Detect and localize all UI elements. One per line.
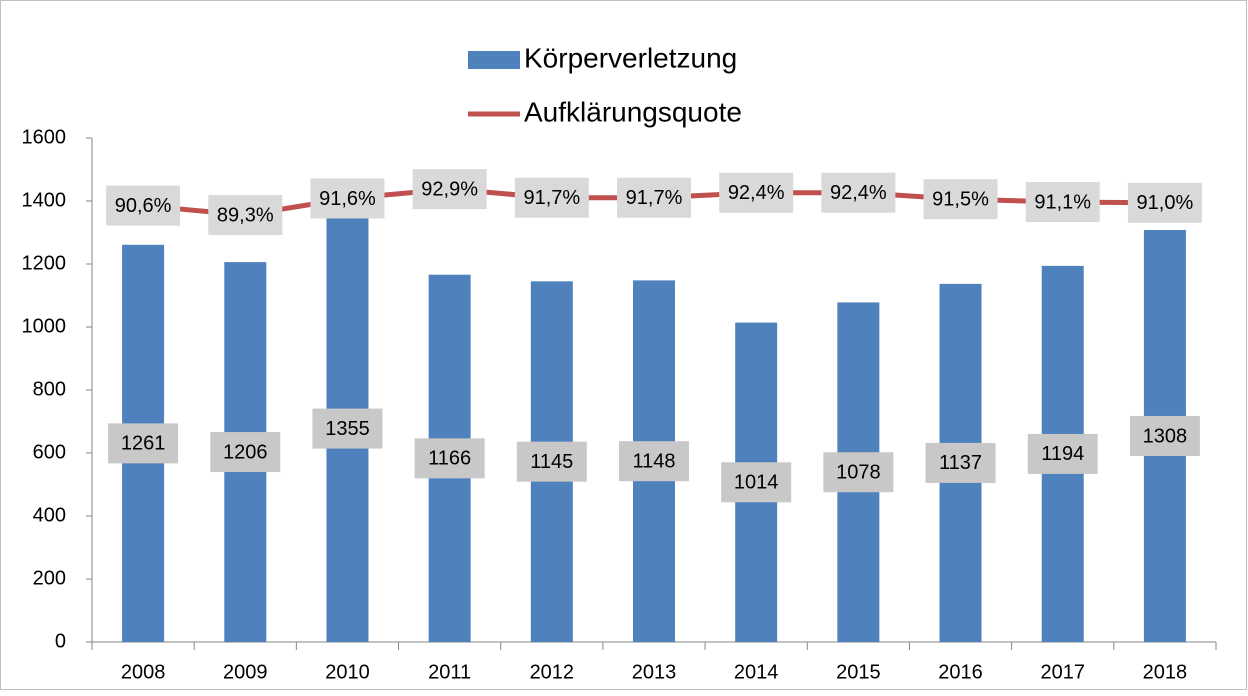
y-tick-label: 1200 bbox=[22, 252, 67, 274]
data-label: 1261 bbox=[121, 433, 166, 455]
data-label: 1355 bbox=[325, 418, 370, 440]
y-tick-label: 0 bbox=[55, 630, 66, 652]
data-label: 1014 bbox=[734, 472, 779, 494]
y-tick-label: 1000 bbox=[22, 315, 67, 337]
data-label-box bbox=[821, 172, 896, 213]
data-label: 92,4% bbox=[728, 182, 785, 204]
data-label: 1194 bbox=[1041, 443, 1084, 465]
data-label: 1206 bbox=[223, 441, 268, 463]
data-label: 90,6% bbox=[115, 195, 172, 217]
data-label-box bbox=[108, 423, 179, 464]
data-label: 1166 bbox=[428, 448, 471, 470]
legend-swatch bbox=[468, 51, 520, 69]
data-label-box bbox=[1025, 182, 1100, 223]
data-label-box bbox=[514, 177, 589, 218]
y-tick-label: 1600 bbox=[22, 126, 67, 148]
data-label: 91,7% bbox=[626, 187, 683, 209]
data-label-box bbox=[719, 172, 794, 213]
y-tick-label: 400 bbox=[33, 504, 66, 526]
data-label: 1308 bbox=[1143, 425, 1188, 447]
data-label: 92,9% bbox=[421, 178, 478, 200]
data-label-box bbox=[619, 441, 689, 482]
data-label: 91,7% bbox=[523, 187, 580, 209]
x-tick-label: 2012 bbox=[530, 661, 575, 683]
y-tick-label: 200 bbox=[33, 567, 66, 589]
y-tick-label: 600 bbox=[33, 441, 66, 463]
data-label-box bbox=[310, 178, 385, 219]
data-label: 92,4% bbox=[830, 182, 887, 204]
data-label-box bbox=[414, 438, 485, 479]
data-label: 1078 bbox=[836, 461, 881, 483]
data-label-box bbox=[210, 432, 281, 473]
y-tick-label: 1400 bbox=[22, 189, 67, 211]
x-tick-label: 2018 bbox=[1143, 661, 1188, 683]
data-label-box bbox=[823, 452, 894, 493]
legend-label: Aufklärungsquote bbox=[524, 96, 742, 127]
x-tick-label: 2009 bbox=[223, 661, 268, 683]
x-tick-label: 2011 bbox=[428, 661, 471, 683]
x-tick-label: 2016 bbox=[938, 661, 983, 683]
data-label: 91,6% bbox=[319, 188, 376, 210]
data-label: 1137 bbox=[939, 452, 982, 474]
x-tick-label: 2010 bbox=[325, 661, 370, 683]
legend-label: Körperverletzung bbox=[524, 42, 737, 73]
data-label-box bbox=[412, 169, 487, 210]
data-label-box bbox=[925, 442, 996, 483]
data-label-box bbox=[721, 462, 792, 503]
x-tick-label: 2015 bbox=[836, 661, 881, 683]
data-label-box bbox=[516, 441, 587, 482]
x-tick-label: 2013 bbox=[632, 661, 677, 683]
data-label-box bbox=[208, 195, 283, 236]
x-tick-label: 2017 bbox=[1040, 661, 1085, 683]
y-tick-label: 800 bbox=[33, 378, 66, 400]
x-tick-label: 2014 bbox=[734, 661, 779, 683]
data-label: 1145 bbox=[530, 451, 573, 473]
data-label-box bbox=[1129, 415, 1200, 456]
data-label: 1148 bbox=[632, 450, 675, 472]
data-label-box bbox=[1127, 182, 1202, 223]
data-label-box bbox=[617, 177, 691, 218]
data-label: 91,1% bbox=[1034, 191, 1091, 213]
data-label-box bbox=[1027, 433, 1098, 474]
data-label-box bbox=[106, 185, 181, 226]
x-tick-label: 2008 bbox=[121, 661, 166, 683]
data-label: 89,3% bbox=[217, 204, 274, 226]
data-label-box bbox=[923, 179, 998, 220]
data-label: 91,5% bbox=[932, 188, 989, 210]
data-label: 91,0% bbox=[1137, 192, 1194, 214]
data-label-box bbox=[312, 408, 383, 449]
